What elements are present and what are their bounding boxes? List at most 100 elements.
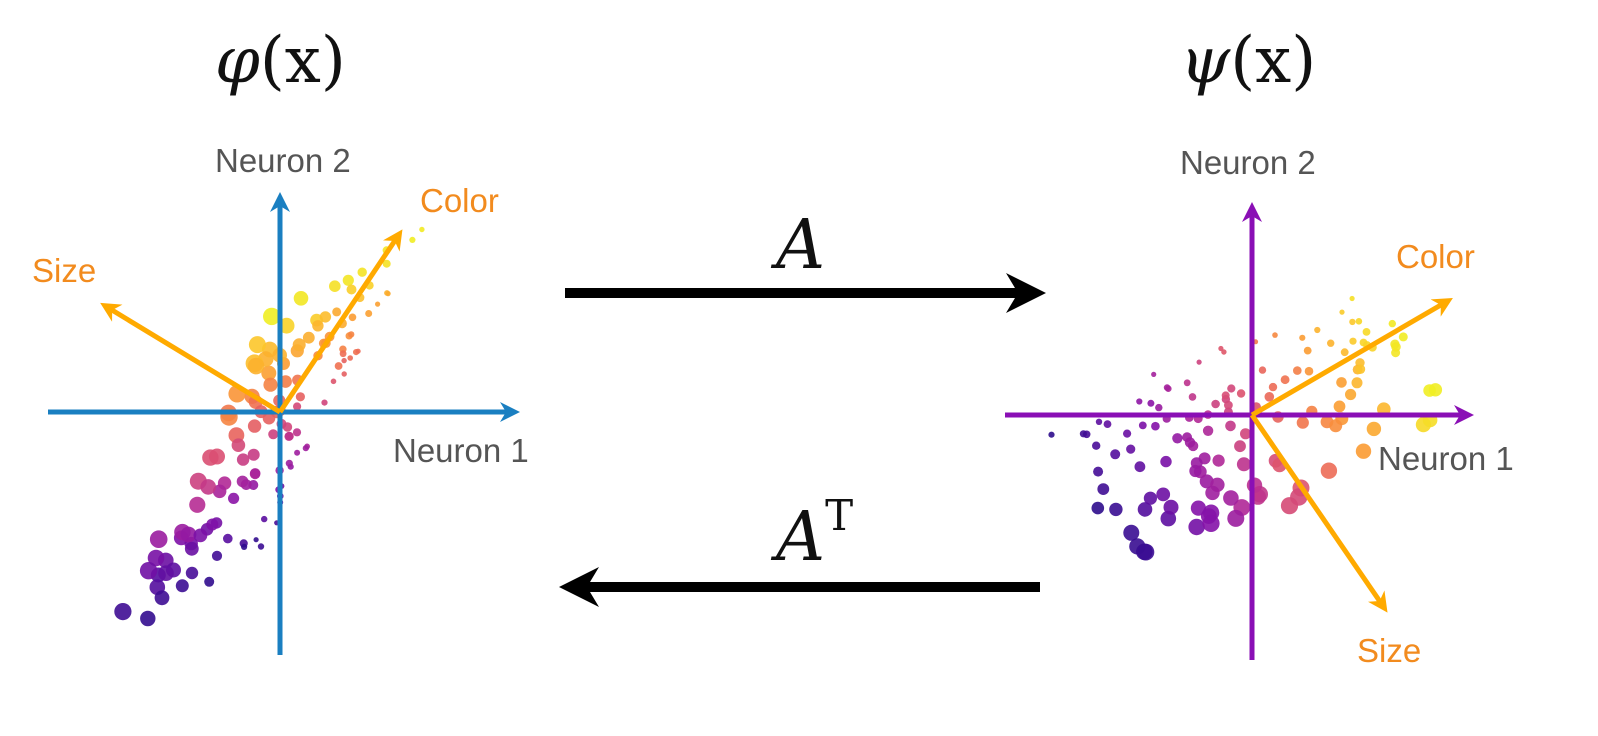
right-color-feature-arrow xyxy=(1250,297,1453,418)
left-size-feature-arrow xyxy=(100,302,282,415)
scatter-point xyxy=(1160,455,1172,468)
scatter-point xyxy=(1366,421,1382,437)
right-y-axis-label: Neuron 2 xyxy=(1180,144,1316,181)
scatter-point xyxy=(1234,440,1246,453)
right-title: ψ(x) xyxy=(1180,24,1316,98)
scatter-point xyxy=(1151,371,1157,377)
right-panel: ψ(x) Neuron 2 Neuron 1 Color Size xyxy=(1005,24,1514,669)
scatter-point xyxy=(1336,377,1347,388)
scatter-point xyxy=(1236,389,1246,398)
scatter-point xyxy=(1398,332,1408,342)
scatter-point xyxy=(1327,339,1335,347)
scatter-point xyxy=(175,579,189,593)
scatter-point xyxy=(1212,454,1225,467)
left-panel: φ(x) Neuron 2 Neuron 1 Color Size xyxy=(32,24,529,655)
scatter-point xyxy=(341,357,347,364)
scatter-point xyxy=(1184,437,1196,448)
scatter-point xyxy=(409,236,416,243)
scatter-point xyxy=(253,537,259,543)
scatter-point xyxy=(1355,443,1372,459)
scatter-point xyxy=(329,280,341,293)
scatter-point xyxy=(330,378,337,385)
scatter-point xyxy=(419,226,425,233)
scatter-point xyxy=(1227,384,1236,393)
scatter-point xyxy=(1355,318,1363,325)
scatter-point xyxy=(1126,444,1136,454)
scatter-point xyxy=(385,291,391,297)
scatter-point xyxy=(1258,366,1267,374)
scatter-point xyxy=(257,543,265,550)
scatter-point xyxy=(1163,499,1179,515)
scatter-point xyxy=(341,371,347,377)
scatter-point xyxy=(1092,441,1101,450)
scatter-point xyxy=(261,365,277,381)
scatter-point xyxy=(1155,403,1163,412)
scatter-point xyxy=(247,419,262,433)
scatter-point xyxy=(1320,462,1338,479)
left-color-feature-label: Color xyxy=(420,182,499,219)
scatter-point xyxy=(284,431,294,441)
backward-map-superscript: T xyxy=(825,491,853,540)
backward-map-symbol: A xyxy=(770,498,825,577)
scatter-point xyxy=(1123,429,1132,438)
scatter-point xyxy=(1205,485,1220,501)
scatter-point xyxy=(1293,366,1302,375)
scatter-point xyxy=(1272,332,1278,338)
scatter-point xyxy=(334,362,343,370)
scatter-point xyxy=(339,350,347,358)
forward-map: A xyxy=(565,206,1046,313)
scatter-point xyxy=(114,603,132,621)
scatter-point xyxy=(282,422,293,432)
scatter-point xyxy=(357,267,367,277)
scatter-point xyxy=(332,307,342,317)
scatter-point xyxy=(302,331,315,344)
scatter-point xyxy=(1211,399,1220,409)
scatter-point xyxy=(1156,487,1171,502)
left-title-argument: (x) xyxy=(260,24,346,98)
scatter-point xyxy=(1218,345,1224,352)
scatter-point xyxy=(1304,366,1314,376)
left-y-axis-label: Neuron 2 xyxy=(215,142,351,179)
scatter-point xyxy=(1147,399,1155,407)
right-title-function: ψ xyxy=(1180,24,1231,98)
scatter-point xyxy=(1134,461,1146,473)
scatter-point xyxy=(1109,502,1123,517)
scatter-point xyxy=(1183,379,1191,387)
scatter-point xyxy=(1349,318,1356,326)
scatter-point xyxy=(1333,400,1346,413)
scatter-point xyxy=(321,399,328,406)
scatter-point xyxy=(154,590,170,606)
scatter-point xyxy=(1188,393,1197,401)
scatter-point xyxy=(209,448,225,465)
scatter-point xyxy=(1314,326,1321,334)
scatter-point xyxy=(263,307,281,326)
scatter-point xyxy=(1339,309,1345,315)
right-title-argument: (x) xyxy=(1230,24,1316,98)
scatter-point xyxy=(1138,421,1147,430)
right-color-feature-label: Color xyxy=(1396,238,1475,275)
scatter-point xyxy=(1362,328,1371,336)
scatter-point xyxy=(1225,420,1236,432)
scatter-point xyxy=(200,479,216,495)
scatter-point xyxy=(206,518,219,531)
scatter-point xyxy=(1163,384,1171,391)
scatter-point xyxy=(1172,433,1183,444)
scatter-point xyxy=(1143,491,1157,505)
scatter-point xyxy=(247,357,265,375)
scatter-point xyxy=(189,496,206,513)
scatter-point xyxy=(1349,337,1357,345)
scatter-point xyxy=(185,566,199,580)
scatter-point xyxy=(342,274,354,286)
scatter-point xyxy=(355,348,361,354)
scatter-point xyxy=(319,311,332,323)
scatter-point xyxy=(1136,398,1143,405)
scatter-point xyxy=(193,528,208,543)
scatter-point xyxy=(184,541,199,556)
scatter-point xyxy=(247,448,260,461)
scatter-point xyxy=(1359,338,1368,347)
scatter-point xyxy=(1079,430,1087,438)
scatter-point xyxy=(261,515,268,523)
scatter-point xyxy=(312,320,324,332)
scatter-point xyxy=(1091,501,1105,515)
